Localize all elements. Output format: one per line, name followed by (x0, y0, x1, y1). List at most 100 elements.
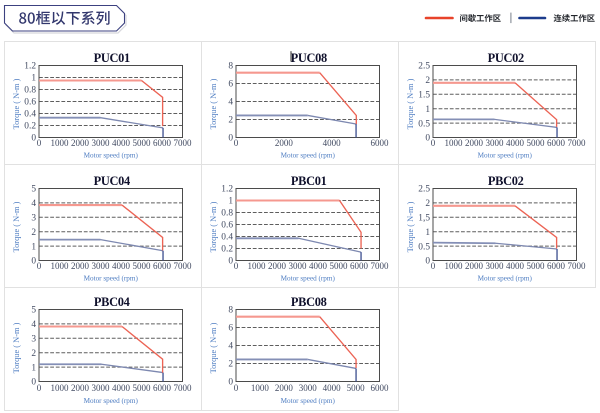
svg-text:Torque ( N-m ): Torque ( N-m ) (209, 322, 218, 373)
svg-text:3000: 3000 (92, 383, 111, 393)
svg-text:0.4: 0.4 (24, 110, 36, 120)
svg-text:3: 3 (31, 214, 36, 224)
svg-text:6000: 6000 (547, 138, 566, 148)
svg-text:Motor speed (rpm): Motor speed (rpm) (478, 152, 533, 160)
svg-text:0: 0 (31, 378, 36, 388)
svg-text:2000: 2000 (465, 261, 484, 271)
svg-text:2.5: 2.5 (418, 62, 430, 72)
svg-text:6000: 6000 (547, 261, 566, 271)
svg-text:PUC02: PUC02 (488, 51, 524, 65)
svg-text:1,5: 1,5 (418, 214, 430, 224)
svg-text:1000: 1000 (51, 261, 70, 271)
svg-text:Torque ( N-m ): Torque ( N-m ) (12, 201, 21, 252)
svg-text:PBC04: PBC04 (94, 295, 130, 309)
svg-text:Motor speed (rpm): Motor speed (rpm) (84, 275, 139, 283)
svg-text:7000: 7000 (371, 261, 390, 271)
svg-text:2: 2 (228, 360, 233, 370)
svg-text:3000: 3000 (289, 261, 308, 271)
svg-text:PBC08: PBC08 (291, 295, 327, 309)
svg-text:1000: 1000 (51, 138, 70, 148)
svg-text:PUC01: PUC01 (94, 51, 130, 65)
svg-text:6000: 6000 (350, 261, 369, 271)
svg-text:8: 8 (228, 306, 233, 316)
svg-text:1000: 1000 (445, 138, 464, 148)
svg-text:Torque ( N-m ): Torque ( N-m ) (209, 78, 218, 129)
svg-text:Motor speed (rpm): Motor speed (rpm) (478, 275, 533, 283)
svg-text:1.2: 1.2 (221, 185, 233, 195)
svg-text:5000: 5000 (527, 138, 546, 148)
svg-text:0: 0 (228, 134, 233, 144)
svg-text:6000: 6000 (153, 383, 172, 393)
svg-text:Motor speed (rpm): Motor speed (rpm) (281, 152, 336, 160)
svg-text:4000: 4000 (112, 261, 131, 271)
svg-text:Torque ( N-m ): Torque ( N-m ) (209, 201, 218, 252)
svg-text:0.5: 0.5 (418, 119, 430, 129)
svg-text:4000: 4000 (506, 138, 525, 148)
svg-text:1000: 1000 (445, 261, 464, 271)
svg-text:0: 0 (234, 138, 239, 148)
svg-text:0: 0 (228, 257, 233, 267)
svg-text:4000: 4000 (112, 138, 131, 148)
svg-text:0: 0 (228, 378, 233, 388)
svg-text:PBC02: PBC02 (488, 174, 524, 188)
svg-text:0: 0 (234, 261, 239, 271)
svg-text:1000: 1000 (248, 261, 267, 271)
svg-text:Motor speed (rpm): Motor speed (rpm) (84, 397, 139, 405)
svg-text:0: 0 (31, 257, 36, 267)
svg-text:PUC08: PUC08 (291, 51, 327, 65)
svg-text:Motor speed (rpm): Motor speed (rpm) (84, 152, 139, 160)
svg-text:4: 4 (31, 320, 36, 330)
svg-text:2000: 2000 (465, 138, 484, 148)
svg-text:0: 0 (234, 383, 239, 393)
svg-text:3: 3 (31, 335, 36, 345)
svg-text:2.5: 2.5 (418, 185, 430, 195)
svg-text:5000: 5000 (133, 383, 152, 393)
svg-text:1: 1 (228, 197, 233, 207)
svg-text:0.6: 0.6 (221, 221, 233, 231)
svg-text:7000: 7000 (568, 261, 587, 271)
svg-text:6000: 6000 (371, 383, 390, 393)
svg-text:4000: 4000 (112, 383, 131, 393)
svg-text:4: 4 (228, 98, 233, 108)
svg-text:0.8: 0.8 (221, 209, 233, 219)
svg-text:7000: 7000 (568, 138, 587, 148)
svg-text:1: 1 (425, 105, 430, 115)
svg-text:5000: 5000 (330, 261, 349, 271)
svg-text:7000: 7000 (174, 383, 193, 393)
svg-text:Torque ( N-m ): Torque ( N-m ) (406, 201, 415, 252)
svg-text:7000: 7000 (174, 261, 193, 271)
svg-text:0: 0 (431, 261, 436, 271)
svg-text:0.2: 0.2 (24, 122, 36, 132)
svg-text:1: 1 (31, 74, 36, 84)
svg-text:0: 0 (425, 134, 430, 144)
svg-text:1.2: 1.2 (24, 62, 36, 72)
svg-text:4000: 4000 (323, 383, 342, 393)
svg-text:0.5: 0.5 (418, 242, 430, 252)
svg-text:PUC04: PUC04 (94, 174, 130, 188)
svg-text:5000: 5000 (133, 261, 152, 271)
svg-text:2000: 2000 (71, 261, 90, 271)
svg-text:5000: 5000 (347, 383, 366, 393)
svg-text:3000: 3000 (92, 138, 111, 148)
svg-text:2: 2 (425, 199, 430, 209)
svg-text:1: 1 (425, 228, 430, 238)
svg-text:5: 5 (31, 306, 36, 316)
svg-text:5000: 5000 (527, 261, 546, 271)
svg-text:1: 1 (31, 363, 36, 373)
svg-text:1000: 1000 (251, 383, 269, 393)
svg-text:0.2: 0.2 (221, 245, 233, 255)
svg-text:2000: 2000 (275, 383, 294, 393)
svg-text:2: 2 (228, 116, 233, 126)
svg-text:2: 2 (31, 349, 36, 359)
svg-text:6000: 6000 (153, 138, 172, 148)
svg-text:3000: 3000 (486, 138, 505, 148)
svg-text:4000: 4000 (506, 261, 525, 271)
svg-text:2: 2 (425, 76, 430, 86)
svg-text:2: 2 (31, 228, 36, 238)
svg-text:4000: 4000 (309, 261, 328, 271)
svg-text:Torque ( N-m ): Torque ( N-m ) (12, 322, 21, 373)
svg-text:0: 0 (425, 257, 430, 267)
svg-text:2000: 2000 (268, 261, 287, 271)
svg-text:3000: 3000 (299, 383, 318, 393)
svg-text:8: 8 (228, 62, 233, 72)
